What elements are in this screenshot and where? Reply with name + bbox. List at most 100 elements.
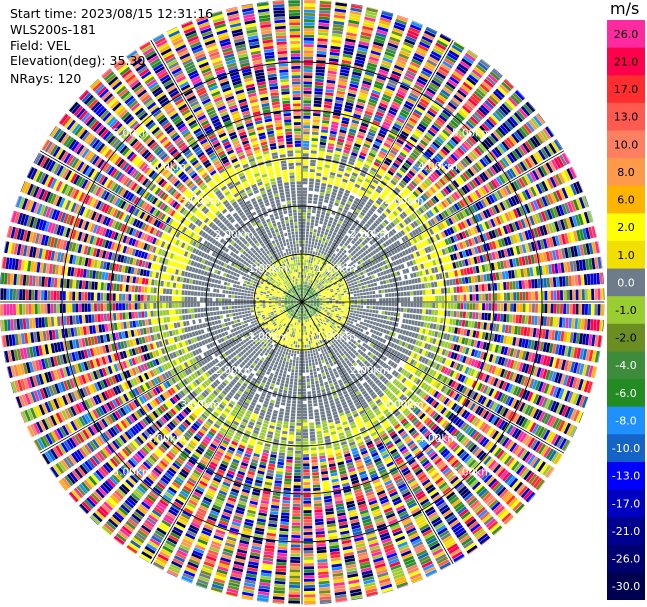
velocity-gate <box>336 241 341 245</box>
velocity-gate <box>326 236 331 240</box>
velocity-gate <box>324 196 330 200</box>
velocity-gate <box>401 149 409 156</box>
velocity-gate <box>379 66 390 72</box>
velocity-gate <box>411 279 415 284</box>
velocity-gate <box>422 67 433 75</box>
velocity-gate <box>316 166 323 171</box>
velocity-gate <box>547 303 551 314</box>
velocity-gate <box>321 261 325 265</box>
velocity-gate <box>387 311 391 316</box>
velocity-gate <box>324 95 334 100</box>
velocity-gate <box>411 133 420 141</box>
velocity-gate <box>324 255 328 260</box>
velocity-gate <box>331 308 335 311</box>
velocity-gate <box>331 264 335 268</box>
velocity-gate <box>302 296 303 300</box>
velocity-gate <box>314 268 317 272</box>
velocity-gate <box>340 319 344 323</box>
velocity-gate <box>378 310 382 314</box>
velocity-gate <box>385 172 393 179</box>
velocity-gate <box>315 265 318 269</box>
velocity-gate <box>322 269 325 273</box>
velocity-gate <box>332 24 344 29</box>
velocity-gate <box>360 305 364 308</box>
velocity-gate <box>356 160 363 166</box>
velocity-gate <box>303 281 304 285</box>
velocity-gate <box>329 175 335 179</box>
velocity-gate <box>388 293 392 297</box>
velocity-gate <box>439 34 451 43</box>
velocity-gate <box>432 76 443 85</box>
velocity-gate <box>441 310 445 316</box>
velocity-gate <box>349 242 354 247</box>
velocity-gate <box>372 321 377 326</box>
velocity-gate <box>575 289 579 301</box>
velocity-gate <box>344 292 348 295</box>
velocity-gate <box>364 110 373 116</box>
velocity-gate <box>337 238 342 243</box>
velocity-gate <box>306 222 310 226</box>
velocity-gate <box>360 282 365 286</box>
velocity-gate <box>310 247 314 251</box>
velocity-gate <box>356 216 362 222</box>
velocity-gate <box>597 304 601 316</box>
velocity-gate <box>482 303 485 311</box>
velocity-gate <box>304 256 307 260</box>
velocity-gate <box>314 226 318 230</box>
velocity-gate <box>365 277 370 281</box>
velocity-gate <box>382 280 387 285</box>
velocity-gate <box>341 240 345 245</box>
velocity-gate <box>303 298 306 301</box>
velocity-gate <box>303 284 305 288</box>
velocity-gate <box>419 302 423 308</box>
velocity-gate <box>303 293 305 297</box>
velocity-gate <box>368 313 372 317</box>
velocity-gate <box>351 240 356 245</box>
velocity-gate <box>411 320 415 325</box>
velocity-gate <box>332 297 336 299</box>
velocity-gate <box>399 167 407 174</box>
velocity-gate <box>464 320 469 327</box>
velocity-gate <box>354 197 361 203</box>
velocity-gate <box>433 316 438 323</box>
velocity-gate <box>458 86 469 96</box>
velocity-gate <box>376 156 384 162</box>
velocity-gate <box>378 183 385 189</box>
velocity-gate <box>342 178 348 183</box>
velocity-gate <box>522 291 526 301</box>
velocity-gate <box>311 244 314 248</box>
velocity-gate <box>332 221 337 226</box>
velocity-gate <box>447 310 451 317</box>
velocity-gate <box>302 287 304 291</box>
velocity-gate <box>512 314 516 323</box>
velocity-gate <box>302 181 308 185</box>
velocity-gate <box>359 308 363 312</box>
velocity-gate <box>376 302 379 306</box>
velocity-gate <box>359 321 364 325</box>
velocity-gate <box>311 241 315 245</box>
velocity-gate <box>304 9 316 13</box>
velocity-gate <box>495 272 500 281</box>
velocity-gate <box>302 275 304 278</box>
velocity-gate <box>302 297 304 300</box>
velocity-gate <box>344 242 349 247</box>
velocity-gate <box>525 303 529 313</box>
velocity-gate <box>351 172 358 177</box>
velocity-gate <box>344 297 348 300</box>
velocity-gate <box>315 66 325 70</box>
velocity-gate <box>416 144 424 152</box>
velocity-gate <box>323 262 327 266</box>
velocity-gate <box>355 227 360 232</box>
velocity-gate <box>338 78 348 83</box>
velocity-gate <box>485 293 489 301</box>
velocity-gate <box>316 232 320 237</box>
velocity-gate <box>382 319 387 324</box>
velocity-gate <box>352 278 357 282</box>
velocity-gate <box>429 302 432 308</box>
velocity-gate <box>455 278 460 285</box>
velocity-gate <box>458 319 463 327</box>
velocity-gate <box>356 290 360 293</box>
velocity-gate <box>329 230 333 234</box>
velocity-gate <box>308 269 311 273</box>
